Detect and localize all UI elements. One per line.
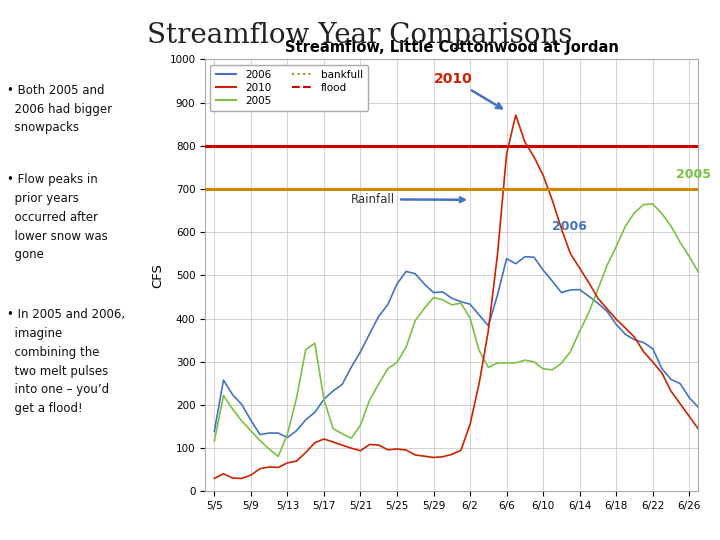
- Text: 2005: 2005: [675, 168, 711, 181]
- Text: 2006: 2006: [552, 220, 587, 233]
- Text: 2010: 2010: [433, 72, 502, 109]
- Text: • In 2005 and 2006,: • In 2005 and 2006,: [7, 308, 125, 321]
- Text: imagine: imagine: [7, 327, 63, 340]
- Y-axis label: CFS: CFS: [150, 263, 163, 288]
- Text: combining the: combining the: [7, 346, 99, 359]
- Text: 2006 had bigger: 2006 had bigger: [7, 103, 112, 116]
- Title: Streamflow, Little Cottonwood at Jordan: Streamflow, Little Cottonwood at Jordan: [285, 40, 618, 56]
- Text: • Both 2005 and: • Both 2005 and: [7, 84, 104, 97]
- Text: • Flow peaks in: • Flow peaks in: [7, 173, 98, 186]
- Text: lower snow was: lower snow was: [7, 230, 108, 242]
- Text: Rainfall: Rainfall: [351, 193, 464, 206]
- Text: snowpacks: snowpacks: [7, 122, 79, 134]
- Text: two melt pulses: two melt pulses: [7, 364, 109, 377]
- Text: Streamflow Year Comparisons: Streamflow Year Comparisons: [148, 22, 572, 49]
- Text: prior years: prior years: [7, 192, 79, 205]
- Legend: 2006, 2010, 2005, bankfull, flood: 2006, 2010, 2005, bankfull, flood: [210, 65, 369, 111]
- Text: get a flood!: get a flood!: [7, 402, 83, 415]
- Text: into one – you’d: into one – you’d: [7, 383, 109, 396]
- Text: gone: gone: [7, 248, 44, 261]
- Text: occurred after: occurred after: [7, 211, 98, 224]
